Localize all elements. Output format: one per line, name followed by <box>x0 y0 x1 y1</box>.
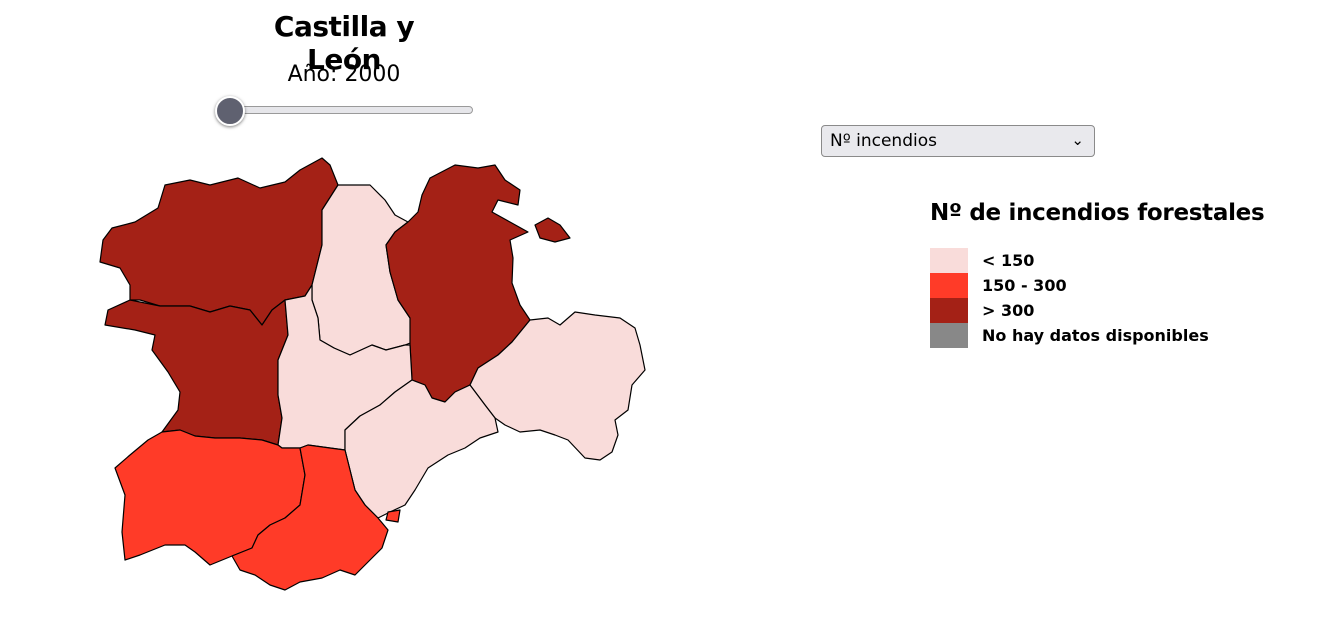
map-title: Castilla y León <box>273 10 415 76</box>
legend-swatch <box>930 273 968 298</box>
legend-title: Nº de incendios forestales <box>930 200 1265 226</box>
legend-label: No hay datos disponibles <box>982 326 1209 345</box>
legend-swatch <box>930 323 968 348</box>
year-label-prefix: Año: <box>287 62 338 87</box>
metric-select[interactable]: Nº incendios ⌄ <box>821 125 1095 157</box>
province-segovia[interactable] <box>344 379 499 519</box>
legend-swatch <box>930 248 968 273</box>
metric-select-value: Nº incendios <box>830 131 937 151</box>
year-value: 2000 <box>344 62 401 87</box>
legend-label: > 300 <box>982 301 1035 320</box>
year-label: Año: 2000 <box>240 62 448 87</box>
chevron-down-icon: ⌄ <box>1071 131 1084 149</box>
year-slider-track[interactable] <box>229 106 473 114</box>
province-avila[interactable] <box>231 444 401 591</box>
legend-swatch <box>930 298 968 323</box>
castilla-leon-map <box>99 157 646 591</box>
year-slider-thumb[interactable] <box>215 96 245 126</box>
year-slider[interactable] <box>215 96 475 128</box>
legend-label: < 150 <box>982 251 1035 270</box>
legend-label: 150 - 300 <box>982 276 1067 295</box>
